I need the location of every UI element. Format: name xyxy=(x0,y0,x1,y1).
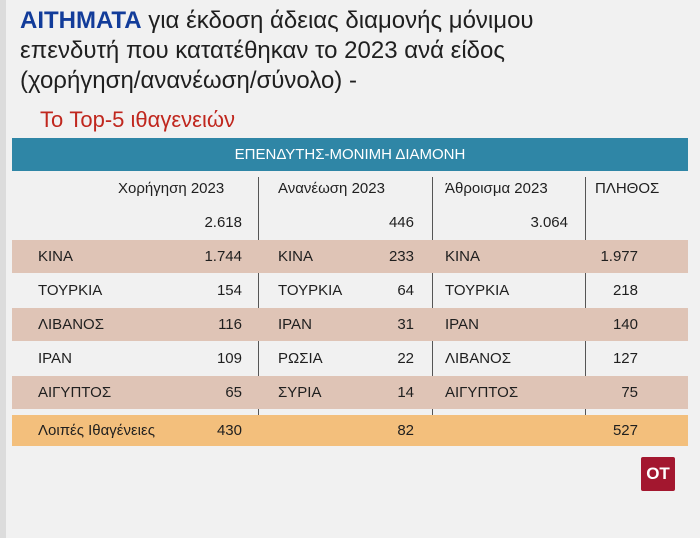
grant-value: 65 xyxy=(225,384,242,401)
renewal-country: ΣΥΡΙΑ xyxy=(278,384,322,401)
renewal-country: ΡΩΣΙΑ xyxy=(278,350,323,367)
table-row: ΑΙΓΥΠΤΟΣ 65 ΣΥΡΙΑ 14 ΑΙΓΥΠΤΟΣ 75 xyxy=(12,376,688,409)
headline-line2: επενδυτή που κατατέθηκαν το 2023 ανά είδ… xyxy=(20,37,505,64)
header-sum: Άθροισμα 2023 xyxy=(445,180,548,197)
grant-country: ΛΙΒΑΝΟΣ xyxy=(38,316,104,333)
sum-value: 127 xyxy=(612,350,638,367)
grant-country: ΤΟΥΡΚΙΑ xyxy=(38,282,103,299)
headline-line1: για έκδοση άδειας διαμονής μόνιμου xyxy=(148,7,534,34)
others-row: Λοιπές Ιθαγένειες 430 82 527 xyxy=(12,415,688,446)
header-row: Χορήγηση 2023 Ανανέωση 2023 Άθροισμα 202… xyxy=(12,172,688,205)
renewal-country: ΙΡΑΝ xyxy=(278,316,312,333)
table-row: ΛΙΒΑΝΟΣ 116 ΙΡΑΝ 31 ΙΡΑΝ 140 xyxy=(12,308,688,341)
section-banner: ΕΠΕΝΔΥΤΗΣ-ΜΟΝΙΜΗ ΔΙΑΜΟΝΗ xyxy=(12,138,688,171)
sum-value: 218 xyxy=(612,282,638,299)
others-sum: 527 xyxy=(612,422,638,439)
total-sum: 3.064 xyxy=(530,214,568,231)
grant-value: 116 xyxy=(218,316,242,333)
sum-country: ΑΙΓΥΠΤΟΣ xyxy=(445,384,519,401)
renewal-value: 14 xyxy=(397,384,414,401)
renewal-value: 22 xyxy=(397,350,414,367)
table-row: ΤΟΥΡΚΙΑ 154 ΤΟΥΡΚΙΑ 64 ΤΟΥΡΚΙΑ 218 xyxy=(12,274,688,307)
column-divider xyxy=(432,177,433,417)
total-grant: 2.618 xyxy=(204,214,242,231)
totals-row: 2.618 446 3.064 xyxy=(12,206,688,239)
renewal-value: 64 xyxy=(397,282,414,299)
table-row: ΚΙΝΑ 1.744 ΚΙΝΑ 233 ΚΙΝΑ 1.977 xyxy=(12,240,688,273)
renewal-value: 233 xyxy=(388,248,414,265)
others-label: Λοιπές Ιθαγένειες xyxy=(38,422,155,439)
header-count: ΠΛΗΘΟΣ xyxy=(595,180,660,197)
grant-value: 154 xyxy=(216,282,242,299)
header-grant: Χορήγηση 2023 xyxy=(118,180,225,197)
sum-country: ΚΙΝΑ xyxy=(445,248,481,265)
grant-value: 1.744 xyxy=(204,248,242,265)
table-row: ΙΡΑΝ 109 ΡΩΣΙΑ 22 ΛΙΒΑΝΟΣ 127 xyxy=(12,342,688,375)
renewal-country: ΤΟΥΡΚΙΑ xyxy=(278,282,343,299)
column-divider xyxy=(585,177,586,417)
sum-value: 75 xyxy=(621,384,638,401)
headline: ΑΙΤΗΜΑΤΑ για έκδοση άδειας διαμονής μόνι… xyxy=(20,6,690,96)
column-divider xyxy=(258,177,259,417)
sum-country: ΛΙΒΑΝΟΣ xyxy=(445,350,511,367)
frame-border xyxy=(0,0,6,538)
data-table: Χορήγηση 2023 Ανανέωση 2023 Άθροισμα 202… xyxy=(12,172,688,452)
sum-value: 1.977 xyxy=(600,248,638,265)
others-grant: 430 xyxy=(216,422,242,439)
renewal-country: ΚΙΝΑ xyxy=(278,248,314,265)
sum-country: ΤΟΥΡΚΙΑ xyxy=(445,282,510,299)
sum-country: ΙΡΑΝ xyxy=(445,316,479,333)
grant-country: ΙΡΑΝ xyxy=(38,350,72,367)
grant-value: 109 xyxy=(216,350,242,367)
renewal-value: 31 xyxy=(397,316,414,333)
grant-country: ΑΙΓΥΠΤΟΣ xyxy=(38,384,112,401)
ot-logo: OT xyxy=(641,457,675,491)
others-renewal: 82 xyxy=(397,422,414,439)
sum-value: 140 xyxy=(612,316,638,333)
header-renewal: Ανανέωση 2023 xyxy=(278,180,385,197)
subtitle: Το Top-5 ιθαγενειών xyxy=(40,107,236,132)
grant-country: ΚΙΝΑ xyxy=(38,248,74,265)
headline-keyword: ΑΙΤΗΜΑΤΑ xyxy=(20,7,142,34)
headline-line3: (χορήγηση/ανανέωση/σύνολο) - xyxy=(20,67,357,94)
total-renewal: 446 xyxy=(388,214,414,231)
